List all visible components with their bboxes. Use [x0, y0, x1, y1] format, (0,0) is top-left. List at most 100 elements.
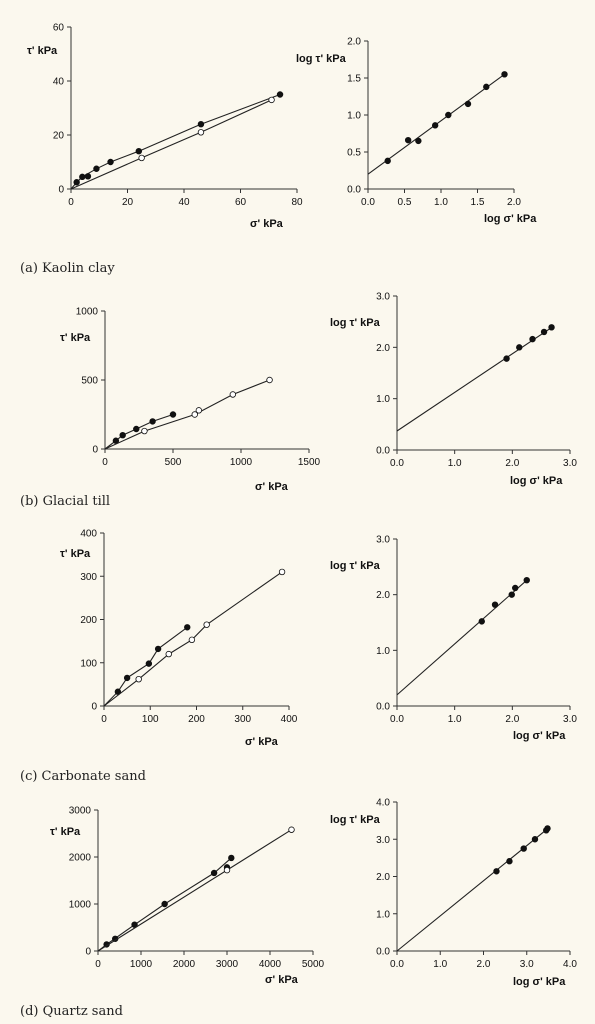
x-tick-label: 1000: [130, 959, 153, 970]
series-line: [396, 579, 528, 696]
data-point-filled: [508, 591, 515, 598]
x-tick-label: 1.0: [448, 714, 462, 725]
data-point-filled: [133, 425, 140, 433]
data-point-filled: [512, 584, 519, 592]
data-point-filled: [154, 645, 162, 653]
y-tick-label: 40: [53, 77, 65, 88]
x-tick-label: 500: [165, 457, 182, 468]
x-tick-label: 5000: [302, 959, 325, 970]
panel-caption-carbonate-sand: (c) Carbonate sand: [20, 769, 146, 784]
data-point-open: [195, 407, 203, 414]
y-axis-title: τ' kPa: [27, 45, 58, 57]
x-tick-label: 1000: [230, 457, 253, 468]
y-tick-label: 0: [58, 185, 64, 196]
y-tick-label: 20: [53, 131, 65, 142]
y-axis-title: log τ' kPa: [330, 317, 381, 329]
data-point-open: [266, 376, 273, 384]
x-tick-label: 100: [142, 714, 159, 725]
data-point-filled: [404, 136, 412, 144]
chart-c-linear: 0 100 200 300 400 0 100 200 300 400 τ' kPa σ' kPa: [60, 529, 298, 749]
x-tick-label: 4.0: [563, 959, 577, 970]
chart-d-log: 0.0 1.0 2.0 3.0 4.0 0.0 1.0 2.0 3.0 4.0 log τ' kPa…: [330, 798, 577, 989]
x-tick-label: 0.0: [390, 714, 404, 725]
data-point-filled: [529, 335, 536, 343]
y-tick-label: 3.0: [376, 535, 390, 546]
data-point-filled: [506, 858, 513, 865]
x-tick-label: 0: [95, 959, 101, 970]
data-point-filled: [501, 71, 508, 78]
data-point-filled: [123, 674, 131, 682]
data-point-filled: [149, 418, 156, 425]
x-tick-label: 3.0: [520, 959, 534, 970]
y-tick-label: 2.0: [376, 872, 390, 883]
data-point-open: [197, 129, 205, 136]
y-axis-title: log τ' kPa: [296, 53, 347, 65]
x-tick-label: 0.0: [390, 458, 404, 469]
data-point-filled: [523, 576, 530, 584]
data-point-filled: [548, 324, 555, 331]
data-point-filled: [161, 900, 168, 908]
x-tick-label: 0.0: [390, 959, 404, 970]
data-point-open: [278, 568, 286, 576]
x-tick-label: 2.0: [505, 714, 519, 725]
data-point-open: [191, 411, 198, 418]
data-point-filled: [431, 122, 439, 129]
series-line: [97, 829, 292, 952]
y-tick-label: 500: [81, 376, 98, 387]
y-axis-title: τ' kPa: [60, 548, 91, 560]
data-point-filled: [520, 845, 527, 852]
x-tick-label: 300: [234, 714, 251, 725]
data-point-open: [141, 427, 148, 435]
series-line: [104, 379, 270, 450]
y-tick-label: 300: [80, 572, 97, 583]
y-tick-label: 1000: [76, 307, 99, 318]
panel-caption-quartz-sand: (d) Quartz sand: [20, 1004, 123, 1019]
x-tick-label: 1.0: [433, 959, 447, 970]
y-tick-label: 2.0: [347, 37, 361, 48]
y-tick-label: 1.0: [376, 909, 390, 920]
x-tick-label: 0: [101, 714, 107, 725]
y-tick-label: 1.0: [347, 111, 361, 122]
x-axis-title: log σ' kPa: [513, 730, 566, 742]
data-point-filled: [493, 868, 500, 875]
data-point-filled: [145, 660, 153, 667]
x-tick-label: 2.0: [477, 959, 491, 970]
x-tick-label: 0: [68, 197, 74, 208]
x-tick-label: 4000: [259, 959, 282, 970]
x-tick-label: 1.5: [471, 197, 485, 208]
x-tick-label: 1.0: [434, 197, 448, 208]
data-point-filled: [483, 83, 490, 91]
data-point-filled: [114, 688, 122, 695]
y-tick-label: 1.0: [376, 394, 390, 405]
data-point-filled: [503, 355, 510, 362]
data-point-filled: [93, 165, 100, 172]
y-tick-label: 1.0: [376, 646, 390, 657]
y-tick-label: 100: [80, 658, 97, 669]
y-tick-label: 0.0: [347, 185, 361, 196]
data-point-filled: [464, 100, 472, 108]
x-tick-label: 400: [281, 714, 298, 725]
data-point-filled: [73, 179, 80, 186]
x-tick-label: 2.0: [507, 197, 521, 208]
y-tick-label: 400: [80, 529, 97, 540]
data-point-open: [288, 826, 295, 833]
data-point-open: [165, 650, 172, 658]
y-axis-title: τ' kPa: [60, 332, 91, 344]
data-point-filled: [415, 137, 422, 145]
x-tick-label: 3.0: [563, 458, 577, 469]
x-tick-label: 1.0: [448, 458, 462, 469]
x-axis-title: log σ' kPa: [484, 213, 537, 225]
y-tick-label: 2.0: [376, 343, 390, 354]
series-line: [103, 571, 283, 707]
y-tick-label: 0.0: [376, 947, 390, 958]
y-tick-label: 3.0: [376, 835, 390, 846]
y-tick-label: 2000: [69, 853, 92, 864]
x-tick-label: 60: [235, 197, 247, 208]
x-axis-title: log σ' kPa: [513, 976, 566, 988]
x-axis-title: log σ' kPa: [510, 475, 563, 487]
y-tick-label: 0: [92, 445, 98, 456]
x-axis-title: σ' kPa: [265, 974, 299, 986]
chart-b-log: 0.0 1.0 2.0 3.0 0.0 1.0 2.0 3.0 log τ' kPa log σ'…: [330, 292, 577, 488]
